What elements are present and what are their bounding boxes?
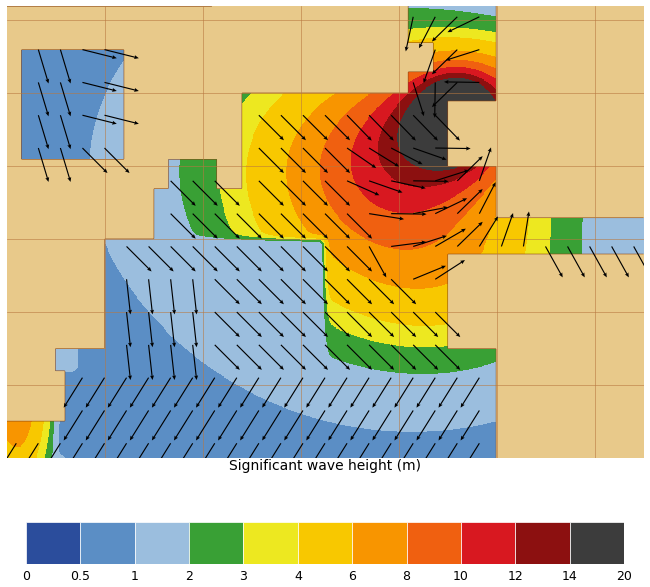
Bar bbox=[352, 522, 406, 564]
Bar bbox=[298, 522, 352, 564]
Bar bbox=[81, 522, 135, 564]
Bar bbox=[135, 522, 189, 564]
Text: 4: 4 bbox=[294, 569, 302, 583]
Text: 8: 8 bbox=[402, 569, 411, 583]
Text: 2: 2 bbox=[185, 569, 193, 583]
Bar bbox=[461, 522, 515, 564]
Text: 0.5: 0.5 bbox=[70, 569, 90, 583]
Text: 12: 12 bbox=[508, 569, 523, 583]
Bar bbox=[515, 522, 569, 564]
Text: 6: 6 bbox=[348, 569, 356, 583]
Text: 0: 0 bbox=[22, 569, 30, 583]
Text: 14: 14 bbox=[562, 569, 577, 583]
Bar bbox=[406, 522, 461, 564]
Bar bbox=[189, 522, 244, 564]
Text: Significant wave height (m): Significant wave height (m) bbox=[229, 458, 421, 473]
Bar bbox=[26, 522, 81, 564]
Text: 10: 10 bbox=[453, 569, 469, 583]
Text: 20: 20 bbox=[616, 569, 632, 583]
Text: 3: 3 bbox=[239, 569, 248, 583]
Bar bbox=[244, 522, 298, 564]
Bar bbox=[569, 522, 624, 564]
Text: 1: 1 bbox=[131, 569, 138, 583]
